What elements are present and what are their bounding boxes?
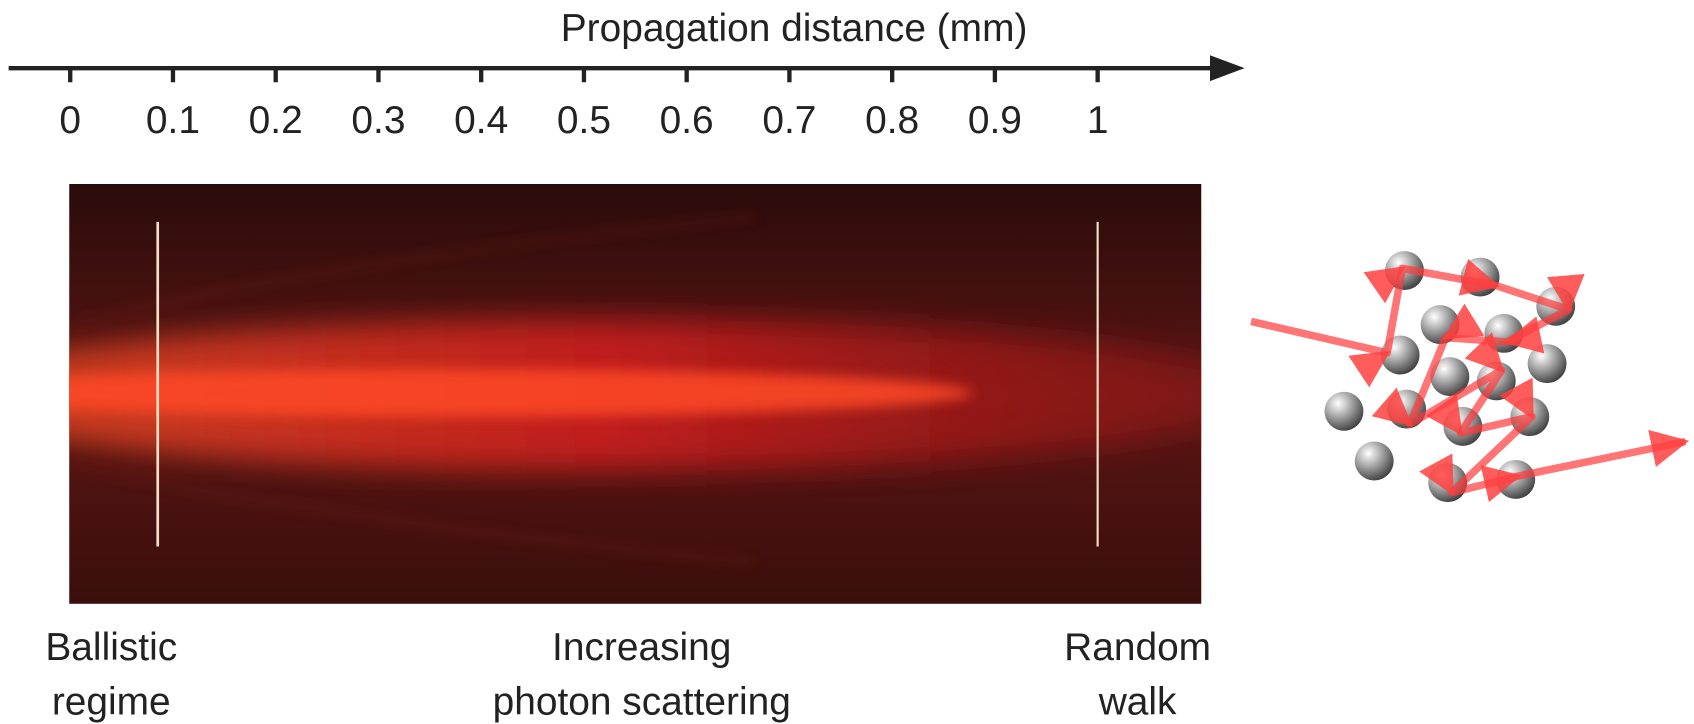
tick-label: 0.3 bbox=[351, 99, 405, 142]
label-line: photon scattering bbox=[493, 680, 791, 723]
tick-label: 0 bbox=[59, 99, 81, 142]
label-line: Increasing bbox=[552, 626, 731, 669]
tick-label: 0.9 bbox=[968, 99, 1022, 142]
tick-label: 0.8 bbox=[865, 99, 919, 142]
tick-label: 0.7 bbox=[762, 99, 816, 142]
label: Random walk bbox=[1064, 626, 1211, 723]
beam-image bbox=[69, 183, 1202, 604]
tick-label: 0.6 bbox=[660, 99, 714, 142]
label: Ballistic regime bbox=[45, 626, 177, 723]
axis-arrow bbox=[1210, 55, 1245, 82]
label: Increasing photon scattering bbox=[493, 626, 791, 723]
label-line: Random bbox=[1064, 626, 1211, 669]
label-line: walk bbox=[1098, 680, 1177, 723]
tick-label: 0.4 bbox=[454, 99, 508, 142]
tick-label: 1 bbox=[1087, 99, 1109, 142]
ticks: 0 0.1 0.2 0.3 0.4 0.5 0.6 0.7 0.8 0.9 1 bbox=[59, 68, 1108, 142]
tick-label: 0.1 bbox=[146, 99, 200, 142]
scatterers bbox=[1324, 251, 1576, 503]
label-line: regime bbox=[52, 680, 171, 723]
random-walk-path bbox=[1250, 258, 1690, 503]
axis-title: Propagation distance (mm) bbox=[561, 7, 1028, 50]
label-line: Ballistic bbox=[45, 626, 177, 669]
tick-label: 0.5 bbox=[557, 99, 611, 142]
tick-label: 0.2 bbox=[249, 99, 303, 142]
